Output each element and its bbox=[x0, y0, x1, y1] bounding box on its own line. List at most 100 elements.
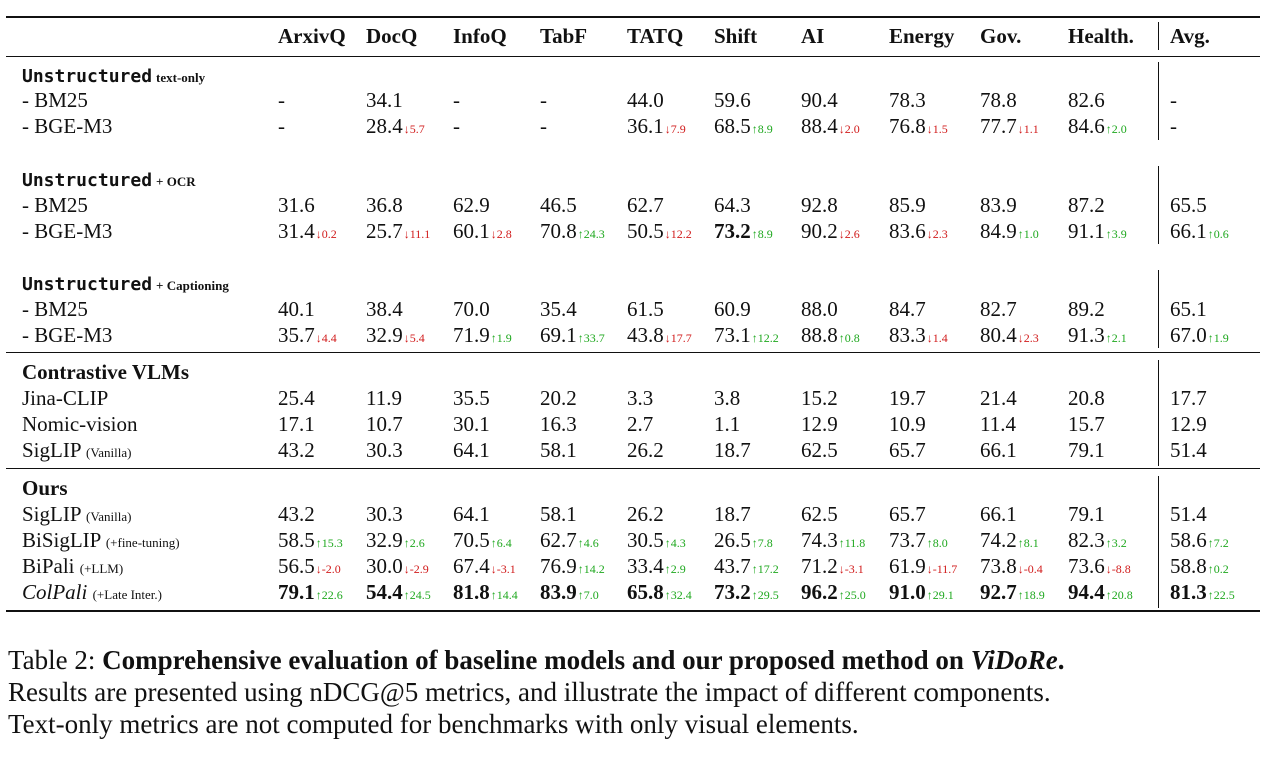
cell-value: - bbox=[453, 114, 460, 138]
table-cell: 91.0↑29.1 bbox=[889, 579, 954, 608]
column-header: Gov. bbox=[980, 24, 1022, 48]
table-cell: 65.7 bbox=[889, 437, 926, 463]
method-name: - BM25 bbox=[22, 193, 88, 217]
table-cell: 77.7↓1.1 bbox=[980, 113, 1039, 142]
cell-value: 79.1 bbox=[1068, 502, 1105, 526]
table-cell: 26.2 bbox=[627, 501, 664, 527]
table-cell: 3.8 bbox=[714, 385, 740, 411]
table-cell: 18.7 bbox=[714, 437, 751, 463]
table-cell: 35.4 bbox=[540, 296, 577, 322]
table-cell: 64.1 bbox=[453, 501, 490, 527]
cell-value: 58.5 bbox=[278, 528, 315, 552]
table-cell: 43.2 bbox=[278, 437, 315, 463]
cell-value: 3.8 bbox=[714, 386, 741, 410]
caption-label: Table 2: bbox=[8, 645, 96, 675]
cell-value: 69.1 bbox=[540, 323, 577, 347]
delta-badge: ↑1.9 bbox=[1207, 331, 1229, 345]
table-cell: 28.4↓5.7 bbox=[366, 113, 425, 142]
table-cell: 61.5 bbox=[627, 296, 664, 322]
delta-badge: ↓2.3 bbox=[926, 227, 948, 241]
delta-badge: ↑15.3 bbox=[315, 536, 343, 550]
cell-value: 81.3 bbox=[1170, 580, 1207, 604]
cell-value: 66.1 bbox=[1170, 219, 1207, 243]
cell-value: 83.9 bbox=[980, 193, 1017, 217]
table-cell: 26.5↑7.8 bbox=[714, 527, 773, 556]
delta-badge: ↑2.0 bbox=[1105, 122, 1127, 136]
method-name: ColPali bbox=[22, 580, 88, 604]
cell-value: - bbox=[278, 114, 285, 138]
table-row: - BGE-M3 35.7↓4.4 32.9↓5.4 71.9↑1.9 69.1↑33.… bbox=[6, 322, 1260, 348]
row-label: Jina-CLIP bbox=[22, 385, 108, 411]
delta-badge: ↑12.2 bbox=[751, 331, 779, 345]
table-cell: 56.5↓-2.0 bbox=[278, 553, 341, 582]
row-label: BiSigLIP (+fine-tuning) bbox=[22, 527, 180, 556]
table-cell: 62.7↑4.6 bbox=[540, 527, 599, 556]
delta-badge: ↑2.6 bbox=[403, 536, 425, 550]
cell-value: 44.0 bbox=[627, 88, 664, 112]
cell-value: 64.3 bbox=[714, 193, 751, 217]
cell-value: 30.3 bbox=[366, 438, 403, 462]
table-cell: 12.9 bbox=[801, 411, 838, 437]
cell-value: 84.6 bbox=[1068, 114, 1105, 138]
cell-value: - bbox=[278, 88, 285, 112]
cell-value: 81.8 bbox=[453, 580, 490, 604]
table-cell: 79.1 bbox=[1068, 501, 1105, 527]
column-header: TATQ bbox=[627, 24, 684, 48]
cell-value: 32.9 bbox=[366, 323, 403, 347]
cell-value: 16.3 bbox=[540, 412, 577, 436]
group-suffix: + OCR bbox=[156, 174, 196, 189]
delta-badge: ↑6.4 bbox=[490, 536, 512, 550]
delta-badge: ↑20.8 bbox=[1105, 588, 1133, 602]
cell-value: 76.8 bbox=[889, 114, 926, 138]
caption-title: Comprehensive evaluation of baseline mod… bbox=[102, 645, 1065, 675]
row-label: SigLIP (Vanilla) bbox=[22, 501, 131, 530]
section-rule bbox=[6, 468, 1260, 469]
method-note: (Vanilla) bbox=[85, 445, 132, 460]
group-title: Contrastive VLMs bbox=[22, 359, 189, 385]
table-cell: 84.9↑1.0 bbox=[980, 218, 1039, 247]
delta-badge: ↓-3.1 bbox=[838, 562, 864, 576]
table-cell: 58.1 bbox=[540, 501, 577, 527]
table-cell: 73.2↑29.5 bbox=[714, 579, 779, 608]
table-cell: 46.5 bbox=[540, 192, 577, 218]
cell-value: 73.6 bbox=[1068, 554, 1105, 578]
table-cell: 65.8↑32.4 bbox=[627, 579, 692, 608]
cell-value: 58.1 bbox=[540, 502, 577, 526]
cell-value: 2.7 bbox=[627, 412, 654, 436]
table-cell: 92.7↑18.9 bbox=[980, 579, 1045, 608]
delta-badge: ↓11.1 bbox=[403, 227, 431, 241]
table-cell: - bbox=[1170, 87, 1177, 113]
cell-value: 70.0 bbox=[453, 297, 490, 321]
table-cell: 71.2↓-3.1 bbox=[801, 553, 864, 582]
table-cell: 60.9 bbox=[714, 296, 751, 322]
table-row: SigLIP (Vanilla) 43.2 30.3 64.1 58.1 26.2 18.7… bbox=[6, 437, 1260, 463]
cell-value: 85.9 bbox=[889, 193, 926, 217]
table-cell: 19.7 bbox=[889, 385, 926, 411]
table-cell: 65.1 bbox=[1170, 296, 1207, 322]
column-header: Avg. bbox=[1170, 24, 1210, 48]
group-title: Unstructured text-only bbox=[22, 62, 205, 91]
cell-value: 15.7 bbox=[1068, 412, 1105, 436]
table-cell: 58.5↑15.3 bbox=[278, 527, 343, 556]
group-name: Unstructured bbox=[22, 66, 153, 87]
table-cell: 81.3↑22.5 bbox=[1170, 579, 1235, 608]
cell-value: 56.5 bbox=[278, 554, 315, 578]
cell-value: 43.7 bbox=[714, 554, 751, 578]
cell-value: 43.2 bbox=[278, 502, 315, 526]
table-cell: - bbox=[278, 113, 285, 139]
table-cell: 82.6 bbox=[1068, 87, 1105, 113]
table-cell: 1.1 bbox=[714, 411, 740, 437]
cell-value: 82.7 bbox=[980, 297, 1017, 321]
table-cell: 65.5 bbox=[1170, 192, 1207, 218]
table-cell: 66.1 bbox=[980, 437, 1017, 463]
cell-value: 83.6 bbox=[889, 219, 926, 243]
cell-value: 62.9 bbox=[453, 193, 490, 217]
cell-value: 78.8 bbox=[980, 88, 1017, 112]
avg-separator bbox=[1158, 476, 1159, 608]
delta-badge: ↓1.1 bbox=[1017, 122, 1039, 136]
cell-value: 66.1 bbox=[980, 438, 1017, 462]
table-cell: 67.4↓-3.1 bbox=[453, 553, 516, 582]
table-cell: 76.9↑14.2 bbox=[540, 553, 605, 582]
table-cell: 84.6↑2.0 bbox=[1068, 113, 1127, 142]
table-cell: 32.9↑2.6 bbox=[366, 527, 425, 556]
